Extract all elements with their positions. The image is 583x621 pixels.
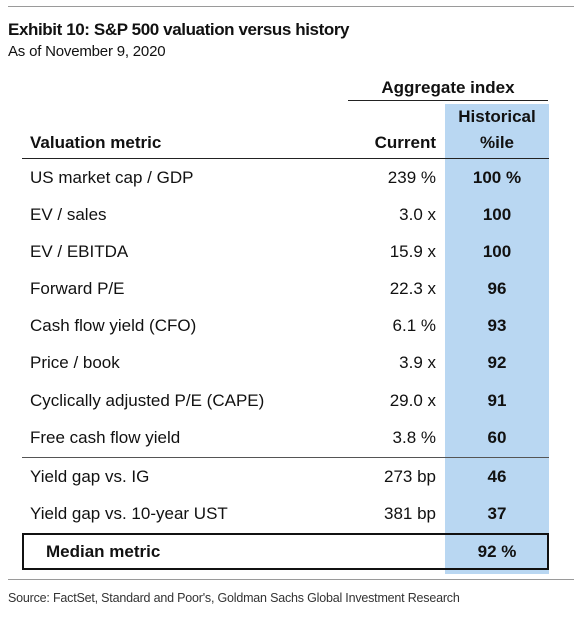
- current-cell: 3.0 x: [399, 205, 436, 224]
- aggregate-index-rule: [348, 100, 548, 101]
- median-metric-label: Median metric: [46, 542, 161, 561]
- metric-cell: US market cap / GDP: [30, 168, 194, 187]
- metric-cell: EV / sales: [30, 205, 107, 224]
- historical-header-line2: %ile: [479, 133, 515, 152]
- metric-cell: Forward P/E: [30, 279, 125, 298]
- historical-cell: 100: [482, 205, 512, 224]
- metric-cell: Free cash flow yield: [30, 428, 181, 447]
- table-row: US market cap / GDP 239 % 100 %: [22, 159, 549, 196]
- table-row: EV / sales 3.0 x 100: [22, 196, 549, 233]
- historical-cell: 100: [482, 242, 512, 261]
- metric-cell: EV / EBITDA: [30, 242, 129, 261]
- historical-cell: 37: [487, 504, 507, 523]
- metric-cell: Cash flow yield (CFO): [30, 316, 197, 335]
- metric-cell: Cyclically adjusted P/E (CAPE): [30, 391, 265, 410]
- metric-cell: Yield gap vs. 10-year UST: [30, 504, 228, 523]
- historical-cell: 92: [487, 353, 507, 372]
- top-rule: [8, 6, 574, 7]
- current-cell: 15.9 x: [389, 242, 436, 261]
- exhibit-subtitle: As of November 9, 2020: [8, 43, 166, 60]
- current-cell: 3.9 x: [399, 353, 436, 372]
- current-cell: 22.3 x: [389, 279, 436, 298]
- current-cell: 29.0 x: [389, 391, 436, 410]
- group-divider: [22, 457, 549, 458]
- historical-header-line1: Historical: [458, 107, 536, 126]
- exhibit-title: Exhibit 10: S&P 500 valuation versus his…: [8, 20, 350, 39]
- table-row: Forward P/E 22.3 x 96: [22, 270, 549, 307]
- metric-cell: Price / book: [30, 353, 120, 372]
- median-metric-row: Median metric 92 %: [22, 533, 549, 570]
- header-rule: [22, 158, 549, 159]
- table-row: Yield gap vs. IG 273 bp 46: [22, 458, 549, 495]
- historical-cell: 93: [487, 316, 507, 335]
- table-row: Yield gap vs. 10-year UST 381 bp 37: [22, 495, 549, 532]
- current-cell: 273 bp: [384, 467, 436, 486]
- valuation-metric-header: Valuation metric: [30, 133, 162, 152]
- source-note: Source: FactSet, Standard and Poor's, Go…: [8, 591, 460, 605]
- table-row: Cyclically adjusted P/E (CAPE) 29.0 x 91: [22, 382, 549, 419]
- median-metric-value: 92 %: [477, 542, 517, 561]
- historical-cell: 100 %: [472, 168, 522, 187]
- current-cell: 6.1 %: [392, 316, 436, 335]
- historical-cell: 60: [487, 428, 507, 447]
- current-header: Current: [374, 133, 436, 152]
- metric-cell: Yield gap vs. IG: [30, 467, 150, 486]
- historical-cell: 91: [487, 391, 507, 410]
- current-cell: 381 bp: [384, 504, 436, 523]
- historical-cell: 96: [487, 279, 507, 298]
- bottom-rule: [8, 579, 574, 580]
- historical-percentile-header: Historical %ile: [445, 104, 549, 156]
- table-row: Price / book 3.9 x 92: [22, 344, 549, 381]
- table-row: Free cash flow yield 3.8 % 60: [22, 419, 549, 456]
- historical-cell: 46: [487, 467, 507, 486]
- table-row: EV / EBITDA 15.9 x 100: [22, 233, 549, 270]
- current-cell: 3.8 %: [392, 428, 436, 447]
- aggregate-index-header: Aggregate index: [381, 78, 515, 97]
- table-row: Cash flow yield (CFO) 6.1 % 93: [22, 307, 549, 344]
- current-cell: 239 %: [387, 168, 436, 187]
- historical-column-highlight: [445, 104, 549, 574]
